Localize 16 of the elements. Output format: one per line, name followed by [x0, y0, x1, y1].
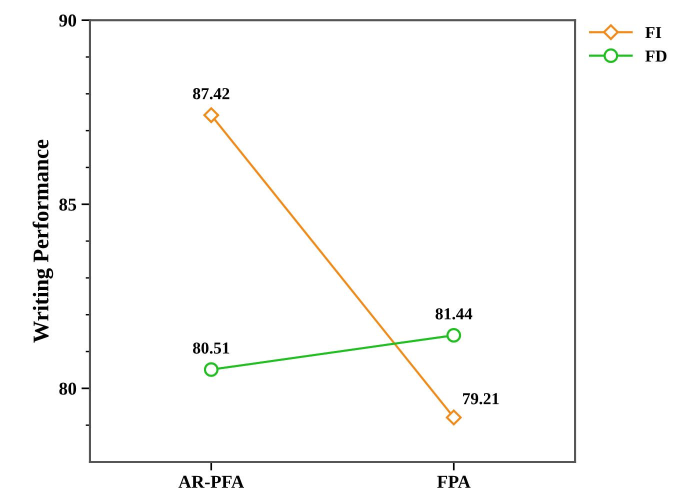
y-tick-label: 85 — [59, 198, 76, 211]
point — [446, 328, 462, 343]
data-label: 79.21 — [463, 393, 499, 404]
legend-label: FD — [645, 50, 666, 62]
point — [204, 362, 219, 377]
x-tick-label: FPA — [437, 476, 471, 488]
data-label: 80.51 — [193, 342, 230, 354]
x-tick-label: AR-PFA — [178, 476, 244, 488]
data-label: 81.44 — [436, 308, 472, 320]
y-tick-label: 80 — [59, 382, 76, 395]
legend-label: FI — [645, 27, 662, 38]
point — [203, 107, 220, 124]
y-axis-title: Writing Performance — [32, 140, 54, 343]
point — [446, 410, 462, 426]
data-label: 87.42 — [193, 88, 230, 100]
y-tick-label: 90 — [59, 14, 76, 27]
